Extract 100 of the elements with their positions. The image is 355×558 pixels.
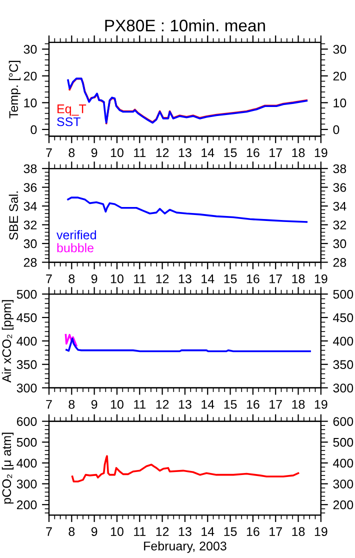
y-axis-title: Temp. [°C] (8, 60, 21, 118)
x-tick-label: 16 (246, 527, 260, 536)
x-tick-label: 19 (314, 274, 328, 284)
x-tick-label: 19 (314, 400, 328, 409)
y2-tick-label: 0 (333, 125, 340, 134)
line-series (67, 196, 308, 223)
y2-tick-label: 500 (333, 290, 354, 299)
x-tick-label: 12 (156, 400, 169, 409)
y2-tick-label: 38 (333, 164, 346, 174)
x-tick-label: 17 (270, 148, 282, 158)
y-tick-label: 36 (24, 183, 37, 192)
y-tick-label: 500 (16, 438, 37, 447)
y-tick-label: 200 (16, 500, 37, 510)
y-tick-label: 300 (16, 480, 37, 488)
y-tick-label: 400 (16, 336, 37, 346)
x-tick-label: 8 (68, 274, 75, 284)
x-tick-label: 14 (202, 527, 214, 536)
y2-tick-label: 36 (333, 183, 346, 192)
x-tick-label: 17 (270, 400, 282, 409)
y-tick-label: 300 (16, 384, 37, 392)
y2-tick-label: 350 (333, 360, 354, 370)
x-tick-label: 12 (156, 274, 169, 284)
x-tick-label: 10 (110, 274, 124, 284)
y-tick-label: 30 (24, 239, 37, 248)
x-tick-label: 13 (178, 274, 192, 284)
x-tick-label: 16 (246, 400, 260, 409)
y2-tick-label: 200 (333, 500, 354, 510)
y2-tick-label: 400 (333, 336, 354, 346)
line-series (64, 334, 78, 347)
y-tick-label: 500 (16, 290, 37, 299)
x-tick-label: 15 (224, 148, 237, 158)
x-tick-label: 11 (134, 274, 146, 284)
x-tick-label: 8 (68, 148, 75, 158)
x-tick-label: 14 (202, 274, 214, 284)
y-tick-label: 450 (16, 313, 37, 322)
x-tick-label: 10 (110, 400, 124, 409)
x-tick-label: 7 (46, 274, 52, 284)
x-tick-label: 13 (178, 400, 192, 409)
y2-tick-label: 300 (333, 384, 354, 392)
y-tick-label: 34 (24, 202, 37, 211)
x-tick-label: 8 (68, 400, 75, 409)
line-series (71, 455, 300, 482)
x-tick-label: 13 (178, 148, 192, 158)
y2-tick-label: 32 (333, 220, 346, 230)
x-tick-label: 14 (202, 400, 214, 409)
y2-tick-label: 30 (333, 44, 346, 54)
x-tick-label: 12 (156, 527, 169, 536)
x-tick-label: 17 (270, 274, 282, 284)
x-tick-label: 19 (314, 148, 328, 158)
y2-tick-label: 20 (333, 72, 346, 81)
legend-label: bubble (57, 243, 94, 252)
x-tick-label: 11 (134, 527, 146, 536)
x-tick-label: 7 (46, 527, 52, 536)
series-label: Eq_T (58, 104, 86, 116)
y2-tick-label: 450 (333, 313, 354, 322)
x-tick-label: 12 (156, 148, 169, 158)
x-tick-label: 7 (46, 148, 52, 158)
x-axis-title: February, 2003 (144, 541, 226, 553)
x-tick-label: 9 (91, 274, 98, 284)
series-label: verified (56, 230, 96, 240)
x-tick-label: 11 (134, 400, 146, 409)
y-axis-title: SBE Sal. (8, 192, 18, 240)
y-tick-label: 600 (16, 417, 37, 426)
x-tick-label: 15 (224, 527, 237, 536)
x-tick-label: 10 (110, 148, 124, 158)
x-tick-label: 14 (202, 148, 214, 158)
y2-tick-label: 28 (333, 258, 346, 267)
y2-tick-label: 400 (333, 458, 354, 468)
x-tick-label: 8 (68, 527, 75, 536)
y2-tick-label: 600 (333, 417, 354, 426)
x-tick-label: 10 (110, 527, 124, 536)
y-axis-title: pCO₂ [μ atm] (2, 432, 14, 504)
y-axis-title: Air xCO₂ [ppm] (2, 300, 14, 383)
y2-tick-label: 300 (333, 480, 354, 488)
y2-tick-label: 30 (333, 239, 346, 248)
x-tick-label: 18 (292, 400, 305, 409)
y2-tick-label: 500 (333, 438, 354, 447)
x-tick-label: 7 (46, 400, 52, 409)
x-tick-label: 9 (91, 527, 98, 536)
y-tick-label: 20 (24, 72, 37, 81)
y-tick-label: 28 (24, 258, 37, 267)
y-tick-label: 0 (30, 125, 37, 134)
x-tick-label: 15 (224, 400, 237, 409)
x-tick-label: 17 (270, 527, 282, 536)
y-tick-label: 350 (16, 360, 37, 370)
y-tick-label: 32 (24, 220, 37, 230)
x-tick-label: 16 (246, 274, 260, 284)
y-tick-label: 10 (24, 98, 37, 108)
y-tick-label: 38 (24, 164, 37, 174)
line-series (66, 338, 311, 352)
y-tick-label: 30 (24, 44, 37, 54)
chart-title: PX80E : 10min. mean (105, 19, 265, 32)
x-tick-label: 13 (178, 527, 192, 536)
series-label: SST (57, 117, 81, 126)
x-tick-label: 9 (91, 400, 98, 409)
y2-tick-label: 10 (334, 98, 346, 108)
x-tick-label: 18 (292, 274, 305, 284)
x-tick-label: 19 (314, 527, 328, 536)
x-tick-label: 16 (246, 148, 260, 158)
x-tick-label: 18 (292, 527, 305, 536)
